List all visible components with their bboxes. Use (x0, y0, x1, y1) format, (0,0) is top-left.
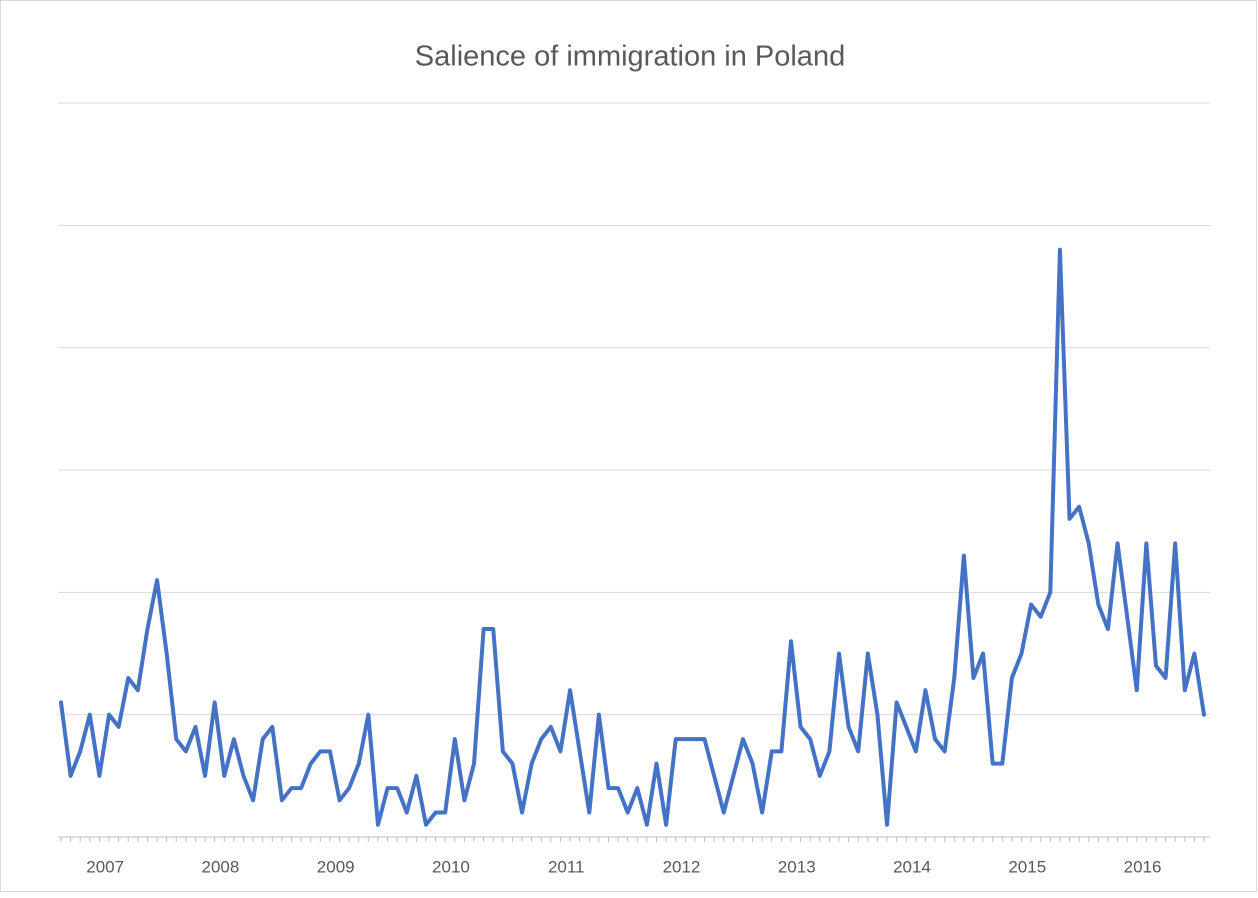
x-tick-label: 2015 (1008, 857, 1046, 876)
x-tick-label: 2016 (1124, 857, 1162, 876)
chart-title: Salience of immigration in Poland (415, 41, 845, 73)
x-tick-label: 2012 (663, 857, 701, 876)
x-tick-label: 2010 (432, 857, 470, 876)
x-tick-label: 2013 (778, 857, 816, 876)
data-line (59, 247, 1206, 827)
x-tick-label: 2008 (202, 857, 240, 876)
x-tick-label: 2011 (548, 857, 585, 876)
x-tick-label: 2014 (893, 857, 931, 876)
x-tick-label: 2009 (317, 857, 355, 876)
x-tick-label: 2007 (86, 857, 124, 876)
